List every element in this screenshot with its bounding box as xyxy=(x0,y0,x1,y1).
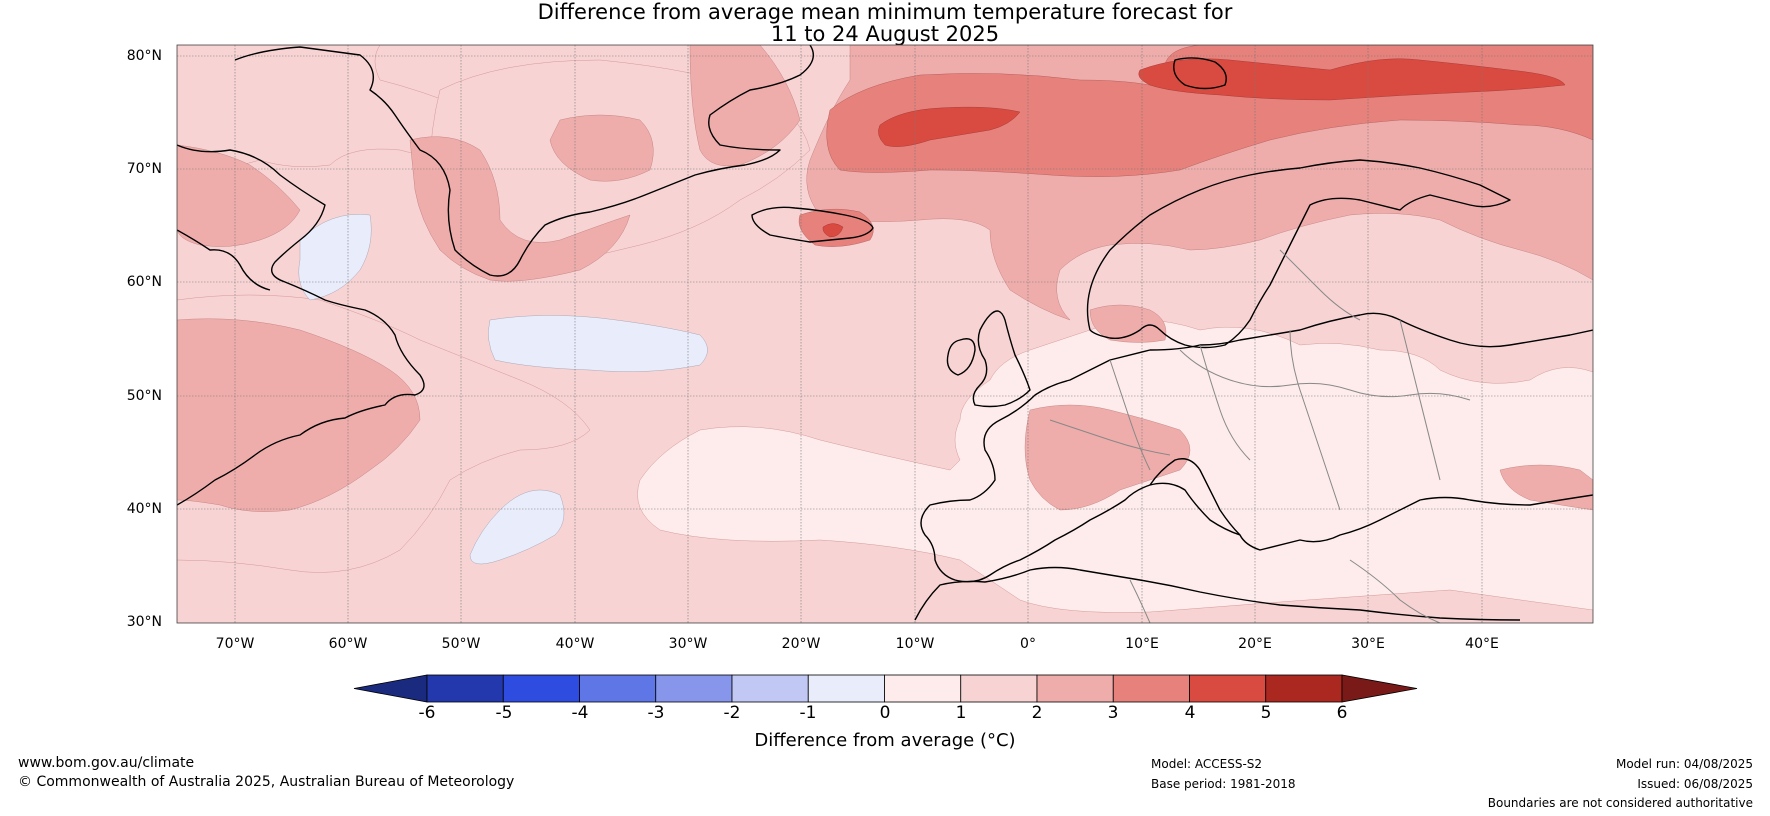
lon-label-20e: 20°E xyxy=(1238,636,1272,652)
iceland-coast xyxy=(751,206,874,243)
lon-label-30e: 30°E xyxy=(1351,636,1385,652)
lat-label-80n: 80°N xyxy=(126,48,162,64)
country-borders xyxy=(1049,249,1471,623)
colorbar-swatch xyxy=(884,674,962,703)
colorbar-tick-5: 5 xyxy=(1260,703,1272,723)
lon-label-20w: 20°W xyxy=(781,636,821,652)
colorbar-tick-4: 4 xyxy=(1184,703,1196,723)
map-title-line1: Difference from average mean minimum tem… xyxy=(537,0,1233,24)
map-frame xyxy=(176,44,1594,624)
map-title-line2: 11 to 24 August 2025 xyxy=(770,22,1000,46)
lon-label-30w: 30°W xyxy=(668,636,708,652)
lon-label-60w: 60°W xyxy=(328,636,368,652)
colorbar-extend-low xyxy=(353,674,428,703)
colorbar-swatch xyxy=(579,674,657,703)
colorbar-swatch xyxy=(655,674,733,703)
lat-label-60n: 60°N xyxy=(126,274,162,290)
footer-base-period: Base period: 1981-2018 xyxy=(1151,777,1296,791)
coastlines xyxy=(177,45,1593,621)
canada-labrador-coast xyxy=(177,229,271,291)
colorbar xyxy=(353,674,1418,703)
svalbard-coast xyxy=(1173,57,1227,90)
colorbar-swatch xyxy=(502,674,580,703)
colorbar-tick-neg4: -4 xyxy=(571,703,589,723)
footer-model-run: Model run: 04/08/2025 xyxy=(1615,757,1753,771)
colorbar-tick-2: 2 xyxy=(1031,703,1043,723)
greenland-coast xyxy=(234,45,814,277)
canada-arctic-coast xyxy=(177,144,425,506)
colorbar-tick-neg6: -6 xyxy=(418,703,436,723)
anomaly-field xyxy=(177,45,1593,623)
footer-model: Model: ACCESS-S2 xyxy=(1151,757,1263,771)
colorbar-swatch xyxy=(1036,674,1114,703)
scandinavia-coast xyxy=(1086,159,1511,349)
colorbar-extend-high xyxy=(1341,674,1418,703)
footer-issued: Issued: 06/08/2025 xyxy=(1637,777,1753,791)
colorbar-tick-3: 3 xyxy=(1107,703,1119,723)
africa-coast xyxy=(914,566,1521,621)
colorbar-swatch xyxy=(807,674,885,703)
colorbar-tick-0: 0 xyxy=(879,703,891,723)
italy-coast xyxy=(1149,458,1241,536)
footer-copyright: © Commonwealth of Australia 2025, Austra… xyxy=(18,774,515,790)
lon-label-10e: 10°E xyxy=(1125,636,1159,652)
lon-label-40w: 40°W xyxy=(555,636,595,652)
lat-label-70n: 70°N xyxy=(126,161,162,177)
colorbar-tick-neg5: -5 xyxy=(495,703,513,723)
colorbar-swatch xyxy=(1265,674,1343,703)
europe-mainland-coast xyxy=(920,312,1593,583)
lon-label-40e: 40°E xyxy=(1465,636,1499,652)
colorbar-swatch xyxy=(1112,674,1190,703)
lon-label-0: 0° xyxy=(1020,636,1036,652)
colorbar-swatch xyxy=(426,674,504,703)
colorbar-label: Difference from average (°C) xyxy=(754,730,1016,751)
colorbar-swatch xyxy=(731,674,809,703)
footer-disclaimer: Boundaries are not considered authoritat… xyxy=(1487,796,1753,810)
colorbar-tick-6: 6 xyxy=(1336,703,1348,723)
anomaly-level-neg1-0 xyxy=(298,214,708,565)
lat-label-30n: 30°N xyxy=(126,614,162,630)
colorbar-tick-neg1: -1 xyxy=(799,703,817,723)
colorbar-tick-neg3: -3 xyxy=(647,703,665,723)
lon-label-50w: 50°W xyxy=(441,636,481,652)
graticule xyxy=(177,45,1593,623)
lat-label-40n: 40°N xyxy=(126,501,162,517)
colorbar-swatch xyxy=(960,674,1038,703)
colorbar-tick-1: 1 xyxy=(955,703,967,723)
footer-website: www.bom.gov.au/climate xyxy=(18,755,195,771)
colorbar-swatch xyxy=(1189,674,1267,703)
lon-label-70w: 70°W xyxy=(215,636,255,652)
british-isles-coast xyxy=(946,310,1031,408)
anomaly-level-4-5 xyxy=(822,58,1566,238)
colorbar-tick-neg2: -2 xyxy=(723,703,741,723)
lon-label-10w: 10°W xyxy=(895,636,935,652)
lat-label-50n: 50°N xyxy=(126,388,162,404)
